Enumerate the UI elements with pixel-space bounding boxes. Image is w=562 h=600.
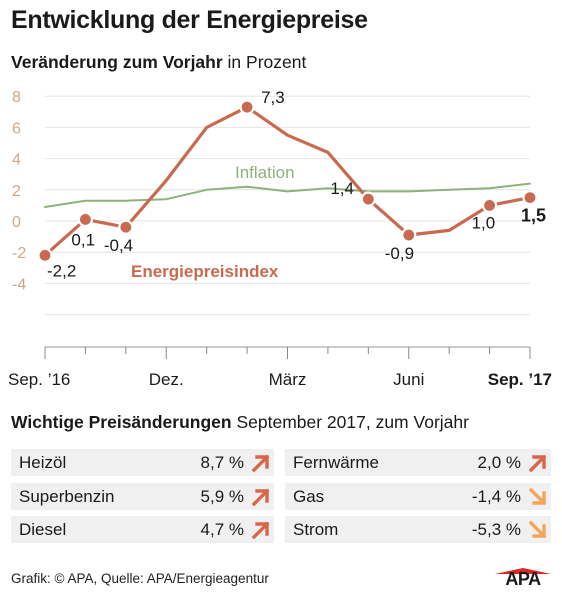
- data-label: 1,0: [472, 213, 496, 232]
- price-change-value: 8,7 %: [200, 453, 244, 472]
- price-change-name: Superbenzin: [19, 487, 115, 506]
- y-tick-label: 8: [12, 89, 21, 106]
- energy-point-marker: [118, 219, 134, 235]
- price-change-name: Strom: [293, 520, 339, 539]
- arrow-down-right-icon: [529, 521, 547, 539]
- energy-point-marker: [239, 99, 255, 115]
- data-label: 7,3: [261, 88, 285, 107]
- price-changes-title: Wichtige Preisänderungen September 2017,…: [11, 412, 469, 433]
- subtitle-rest: in Prozent: [222, 52, 307, 72]
- price-change-row: Strom -5,3 %: [285, 516, 551, 543]
- energy-point-marker: [77, 211, 94, 228]
- arrow-up-right-icon: [252, 521, 270, 539]
- apa-logo: APA: [505, 569, 541, 589]
- subtitle-bold: Veränderung zum Vorjahr: [11, 52, 223, 72]
- price-change-row: Superbenzin 5,9 %: [11, 483, 274, 510]
- y-tick-label: 6: [12, 120, 21, 137]
- price-change-value: 4,7 %: [200, 520, 244, 539]
- price-change-value: 2,0 %: [477, 453, 521, 472]
- x-tick-label: März: [269, 370, 307, 389]
- arrow-up-right-icon: [529, 454, 547, 472]
- data-label: 0,1: [71, 230, 95, 249]
- arrow-down-right-icon: [529, 488, 547, 506]
- price-change-value: 5,9 %: [200, 487, 244, 506]
- price-change-value: -5,3 %: [471, 520, 521, 539]
- price-change-value: -1,4 %: [471, 487, 521, 506]
- price-change-name: Diesel: [19, 520, 67, 539]
- price-change-name: Gas: [293, 487, 325, 506]
- inflation-line: [44, 182, 531, 208]
- price-change-row: Diesel 4,7 %: [11, 516, 274, 543]
- x-tick-label: Dez.: [149, 370, 184, 389]
- x-tick-label: Juni: [393, 370, 424, 389]
- price-change-row: Fernwärme 2,0 %: [285, 449, 551, 476]
- data-label: 1,4: [330, 179, 354, 198]
- price-change-row: Heizöl 8,7 %: [11, 449, 274, 476]
- energy-point-marker: [37, 247, 53, 263]
- energy-point-marker: [401, 227, 417, 243]
- chart-title: Entwicklung der Energiepreise: [11, 6, 368, 34]
- price-change-name: Fernwärme: [293, 453, 379, 472]
- apa-logo-roof: [495, 568, 551, 574]
- chart-subtitle: Veränderung zum Vorjahr in Prozent: [11, 52, 306, 73]
- x-tick-label: Sep. ’17: [488, 370, 552, 389]
- price-changes-title-rest: September 2017, zum Vorjahr: [231, 412, 469, 432]
- data-label: 1,5: [521, 206, 546, 226]
- price-change-row: Gas -1,4 %: [285, 483, 551, 510]
- energy-point-marker: [360, 191, 376, 207]
- x-tick-label: Sep. ’16: [8, 370, 70, 389]
- inflation-series-label: Inflation: [235, 163, 295, 182]
- price-changes-title-bold: Wichtige Preisänderungen: [11, 412, 232, 432]
- energy-point-marker: [522, 190, 538, 206]
- y-tick-label: -4: [12, 276, 26, 293]
- data-label: -0,4: [104, 236, 133, 255]
- price-change-name: Heizöl: [19, 453, 67, 472]
- y-tick-label: 4: [12, 152, 21, 169]
- data-label: -2,2: [47, 261, 76, 280]
- line-chart: Sep. ’16 Dez. März Juni Sep. ’17 8 6 4 2 0 -2 -4 Inf…: [8, 88, 552, 389]
- y-tick-label: 2: [12, 183, 21, 200]
- arrow-up-right-icon: [252, 454, 270, 472]
- data-label: -0,9: [385, 244, 414, 263]
- source-credit: Grafik: © APA, Quelle: APA/Energieagentu…: [11, 571, 269, 586]
- energy-point-marker: [481, 197, 498, 213]
- y-tick-label: 0: [12, 214, 21, 231]
- y-tick-label: -2: [12, 245, 26, 262]
- arrow-up-right-icon: [252, 488, 270, 506]
- energy-series-label: Energiepreisindex: [131, 262, 279, 281]
